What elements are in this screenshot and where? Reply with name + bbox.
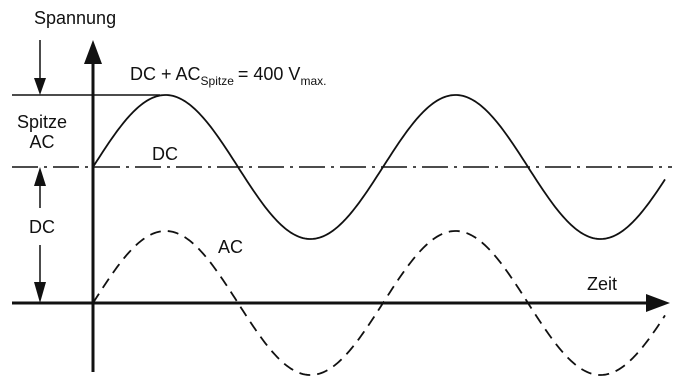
dc-plus-ac-curve xyxy=(92,94,666,240)
x-axis-label: Zeit xyxy=(587,274,617,294)
formula: DC + ACSpitze = 400 Vmax. xyxy=(130,64,326,88)
y-axis-arrowhead xyxy=(84,40,102,64)
x-axis-arrowhead xyxy=(646,294,670,312)
formula-sub-spitze: Spitze xyxy=(201,74,235,88)
spitze-label: Spitze xyxy=(17,112,67,132)
ac-curve xyxy=(92,230,666,376)
formula-equals: = 400 V xyxy=(238,64,301,84)
spitze-top-arrowhead xyxy=(34,78,46,95)
ac-side-label: AC xyxy=(29,132,54,152)
dc-side-label: DC xyxy=(29,217,55,237)
y-axis-label: Spannung xyxy=(34,8,116,28)
formula-main: DC + AC xyxy=(130,64,201,84)
dc-top-arrowhead xyxy=(34,167,46,186)
dc-line-label: DC xyxy=(152,144,178,164)
dc-bottom-arrowhead xyxy=(34,282,46,303)
formula-sub-max: max. xyxy=(300,74,326,88)
ac-curve-label: AC xyxy=(218,237,243,257)
